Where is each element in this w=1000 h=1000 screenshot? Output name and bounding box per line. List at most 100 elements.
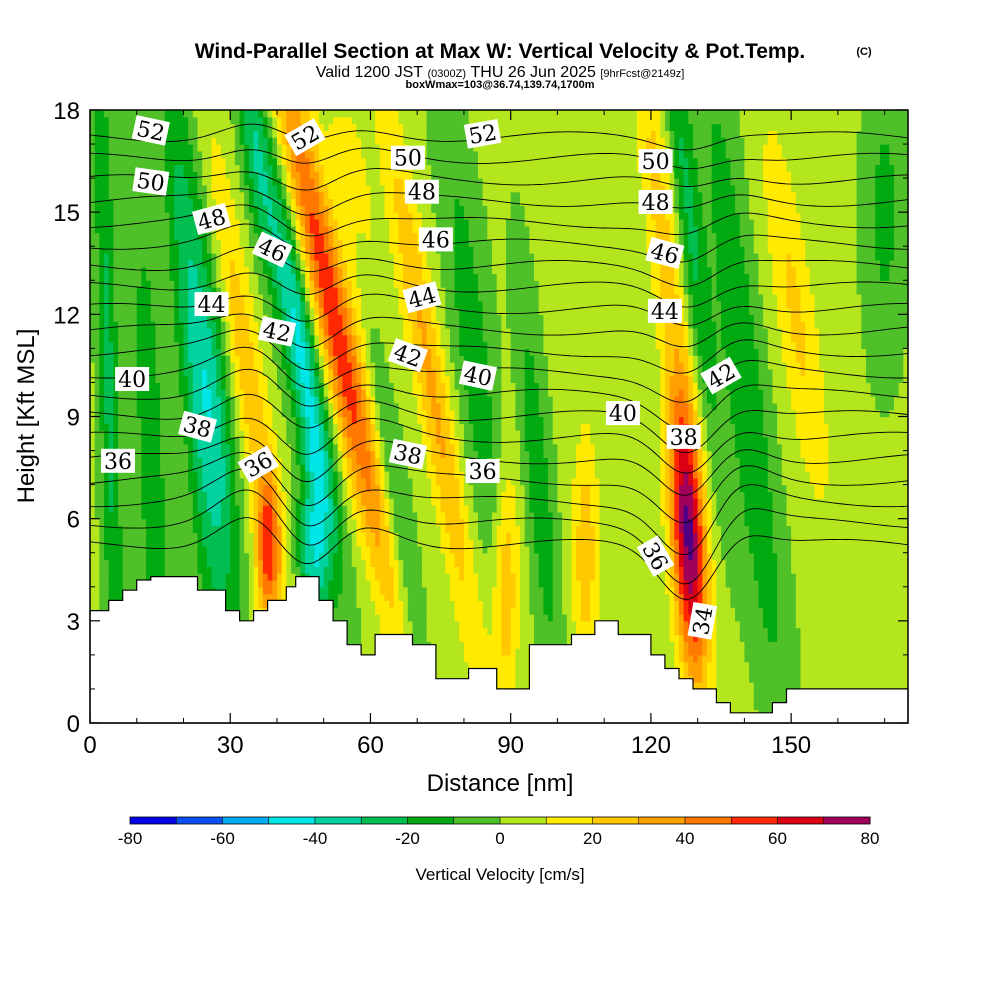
- w-cell: [431, 532, 437, 540]
- w-cell: [127, 539, 133, 547]
- w-cell: [552, 600, 559, 608]
- w-cell: [477, 614, 484, 622]
- w-cell: [496, 539, 502, 547]
- w-cell: [711, 566, 717, 574]
- w-cell: [393, 525, 400, 533]
- w-cell: [650, 573, 657, 581]
- w-cell: [721, 532, 727, 540]
- w-cell: [739, 607, 745, 615]
- w-cell: [683, 539, 689, 547]
- w-cell: [753, 593, 760, 601]
- w-cell: [889, 668, 895, 676]
- w-cell: [861, 641, 867, 649]
- w-cell: [744, 641, 750, 649]
- w-cell: [323, 545, 329, 554]
- w-cell: [786, 593, 792, 601]
- w-cell: [445, 648, 451, 656]
- w-cell: [636, 573, 643, 581]
- w-cell: [468, 573, 474, 581]
- w-cell: [730, 559, 736, 567]
- w-cell: [220, 545, 227, 554]
- w-cell: [819, 675, 825, 683]
- w-cell: [248, 539, 255, 547]
- w-cell: [440, 586, 446, 595]
- w-cell: [552, 607, 559, 615]
- w-cell: [412, 573, 418, 581]
- w-cell: [688, 552, 694, 561]
- w-cell: [104, 593, 110, 601]
- w-cell: [150, 539, 157, 547]
- w-cell: [230, 573, 236, 581]
- w-cell: [851, 668, 858, 676]
- w-cell: [239, 539, 245, 547]
- w-cell: [342, 586, 348, 595]
- w-cell: [828, 668, 834, 676]
- w-cell: [459, 620, 465, 629]
- w-cell: [323, 573, 329, 581]
- w-cell: [884, 634, 890, 642]
- w-cell: [842, 545, 848, 554]
- w-cell: [347, 552, 353, 561]
- w-cell: [655, 586, 661, 595]
- w-cell: [290, 579, 297, 588]
- w-cell: [828, 573, 834, 581]
- w-cell: [435, 539, 442, 547]
- w-cell: [361, 593, 367, 601]
- w-cell: [632, 532, 638, 540]
- w-cell: [879, 607, 886, 615]
- w-cell: [828, 648, 834, 656]
- w-cell: [534, 614, 540, 622]
- w-cell: [230, 559, 236, 567]
- w-cell: [375, 579, 381, 588]
- w-cell: [253, 525, 259, 533]
- w-cell: [660, 627, 666, 636]
- w-cell: [702, 648, 708, 656]
- w-cell: [104, 539, 110, 547]
- w-cell: [365, 545, 372, 554]
- w-cell: [805, 559, 811, 567]
- w-cell: [132, 573, 138, 581]
- w-cell: [562, 634, 568, 642]
- w-cell: [721, 552, 727, 561]
- w-cell: [632, 539, 638, 547]
- w-cell: [155, 552, 161, 561]
- w-cell: [842, 593, 848, 601]
- w-cell: [440, 634, 446, 642]
- w-cell: [641, 614, 647, 622]
- w-cell: [384, 593, 390, 601]
- w-cell: [548, 586, 554, 595]
- w-cell: [805, 552, 811, 561]
- subtitle-forecast: [9hrFcst@2149z]: [600, 68, 684, 80]
- w-cell: [767, 634, 774, 642]
- w-cell: [389, 559, 395, 567]
- w-cell: [160, 566, 166, 574]
- w-cell: [856, 579, 862, 588]
- w-cell: [749, 614, 755, 622]
- w-cell: [753, 607, 760, 615]
- w-cell: [174, 559, 180, 567]
- w-cell: [599, 607, 605, 615]
- w-cell: [543, 593, 549, 601]
- w-cell: [744, 668, 750, 676]
- w-cell: [463, 627, 470, 636]
- w-cell: [449, 559, 456, 567]
- w-cell: [445, 552, 451, 561]
- w-cell: [290, 566, 297, 574]
- w-cell: [814, 675, 820, 683]
- w-cell: [454, 559, 460, 567]
- w-cell: [898, 545, 904, 554]
- w-cell: [898, 600, 904, 608]
- w-cell: [520, 668, 526, 676]
- w-cell: [884, 573, 890, 581]
- w-cell: [833, 634, 839, 642]
- w-cell: [819, 641, 825, 649]
- w-cell: [379, 559, 386, 567]
- w-cell: [398, 525, 404, 533]
- w-cell: [295, 532, 301, 540]
- w-cell: [781, 627, 788, 636]
- w-cell: [791, 600, 797, 608]
- w-cell: [744, 614, 750, 622]
- w-cell: [520, 661, 526, 670]
- w-cell: [272, 586, 278, 595]
- w-cell: [585, 614, 591, 622]
